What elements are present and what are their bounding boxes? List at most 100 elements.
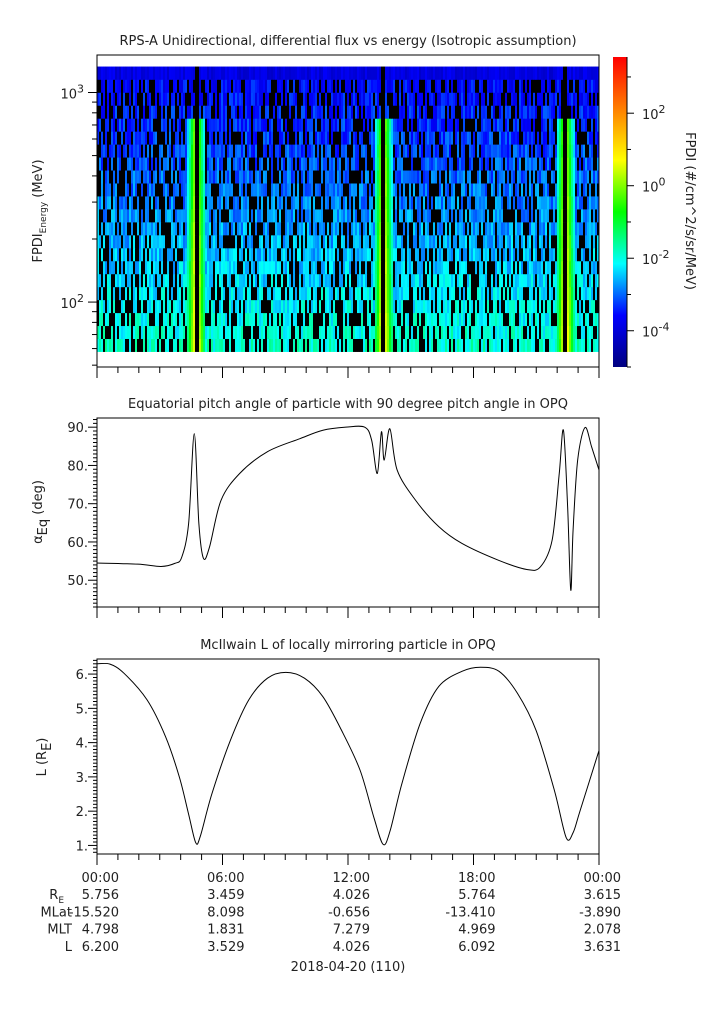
spectrogram-cell <box>571 131 574 145</box>
spectrogram-cell <box>189 260 192 275</box>
spectrogram-cell <box>119 131 122 145</box>
spectrogram-cell <box>493 131 496 145</box>
spectrogram-cell <box>585 118 588 132</box>
spectrogram-cell <box>347 92 350 106</box>
spectrogram-cell <box>315 312 318 327</box>
spectrogram-cell <box>469 299 472 314</box>
spectrogram-cell <box>235 222 238 236</box>
spectrogram-cell <box>389 196 392 210</box>
spectrogram-cell <box>505 183 508 197</box>
spectrogram-cell <box>585 170 588 184</box>
spectrogram-cell <box>161 312 164 327</box>
spectrogram-cell <box>185 235 188 249</box>
spectrogram-cell <box>447 196 450 210</box>
spectrogram-cell <box>129 235 132 249</box>
spectrogram-cell <box>253 196 256 210</box>
spectrogram-cell <box>523 273 526 288</box>
spectrogram-cell <box>419 144 422 158</box>
spectrogram-cell <box>293 235 296 249</box>
spectrogram-cell <box>369 157 372 171</box>
spectrogram-cell <box>473 260 476 275</box>
spectrogram-cell <box>413 209 416 223</box>
spectrogram-cell <box>503 235 506 249</box>
spectrogram-cell <box>307 286 310 301</box>
spectrogram-cell <box>383 312 386 327</box>
spectrogram-cell <box>261 235 264 249</box>
spectrogram-cell <box>117 92 120 106</box>
spectrogram-cell <box>515 209 518 223</box>
spectrogram-cell <box>491 144 494 158</box>
spectrogram-cell <box>405 222 408 236</box>
spectrogram-cell <box>163 222 166 236</box>
spectrogram-cell <box>463 92 466 106</box>
spectrogram-cell <box>373 312 376 327</box>
spectrogram-cell <box>577 118 580 132</box>
spectrogram-cell <box>543 338 546 352</box>
spectrogram-cell <box>241 325 244 339</box>
spectrogram-cell <box>371 260 374 275</box>
spectrogram-cell <box>197 338 200 352</box>
spectrogram-cell <box>427 273 430 288</box>
spectrogram-cell <box>451 144 454 158</box>
spectrogram-cell <box>109 235 112 249</box>
spectrogram-cell <box>257 299 260 314</box>
spectrogram-cell <box>149 260 152 275</box>
spectrogram-cell <box>379 286 382 301</box>
spectrogram-cell <box>595 118 598 132</box>
spectrogram-cell <box>575 299 578 314</box>
spectrogram-cell <box>189 105 192 119</box>
spectrogram-cell <box>373 235 376 249</box>
spectrogram-cell <box>341 235 344 249</box>
spectrogram-cell <box>437 209 440 223</box>
spectrogram-cell <box>515 338 518 352</box>
spectrogram-cell <box>417 157 420 171</box>
spectrogram-cell <box>349 338 352 352</box>
spectrogram-cell <box>195 235 198 249</box>
spectrogram-cell <box>369 105 372 119</box>
spectrogram-cell <box>395 338 398 352</box>
spectrogram-cell <box>271 118 274 132</box>
spectrogram-cell <box>255 170 258 184</box>
spectrogram-cell <box>195 170 198 184</box>
spectrogram-cell <box>435 118 438 132</box>
spectrogram-cell <box>157 92 160 106</box>
spectrogram-cell <box>423 183 426 197</box>
spectrogram-cell <box>559 312 562 327</box>
spectrogram-cell <box>569 131 572 145</box>
spectrogram-cell <box>325 118 328 132</box>
spectrogram-cell <box>443 183 446 197</box>
spectrogram-cell <box>181 235 184 249</box>
spectrogram-cell <box>227 118 230 132</box>
spectrogram-cell <box>349 92 352 106</box>
spectrogram-cell <box>157 183 160 197</box>
spectrogram-cell <box>585 273 588 288</box>
spectrogram-cell <box>485 118 488 132</box>
spectrogram-cell <box>511 170 514 184</box>
spectrogram-cell <box>221 235 224 249</box>
spectrogram-cell <box>213 157 216 171</box>
spectrogram-cell <box>305 131 308 145</box>
spectrogram-cell <box>395 196 398 210</box>
spectrogram-cell <box>369 222 372 236</box>
spectrogram-cell <box>189 286 192 301</box>
spectrogram-cell <box>275 118 278 132</box>
spectrogram-cell <box>185 338 188 352</box>
spectrogram-cell <box>135 299 138 314</box>
spectrogram-cell <box>283 157 286 171</box>
spectrogram-cell <box>459 157 462 171</box>
spectrogram-cell <box>527 144 530 158</box>
spectrogram-cell <box>543 222 546 236</box>
spectrogram-cell <box>251 325 254 339</box>
spectrogram-cell <box>245 338 248 352</box>
spectrogram-cell <box>107 235 110 249</box>
spectrogram-cell <box>201 105 204 119</box>
spectrogram-cell <box>407 222 410 236</box>
spectrogram-cell <box>255 299 258 314</box>
spectrogram-cell <box>365 325 368 339</box>
spectrogram-cell <box>361 222 364 236</box>
spectrogram-cell <box>271 209 274 223</box>
spectrogram-cell <box>587 312 590 327</box>
spectrogram-cell <box>435 235 438 249</box>
spectrogram-cell <box>377 157 380 171</box>
spectrogram-cell <box>581 247 584 262</box>
